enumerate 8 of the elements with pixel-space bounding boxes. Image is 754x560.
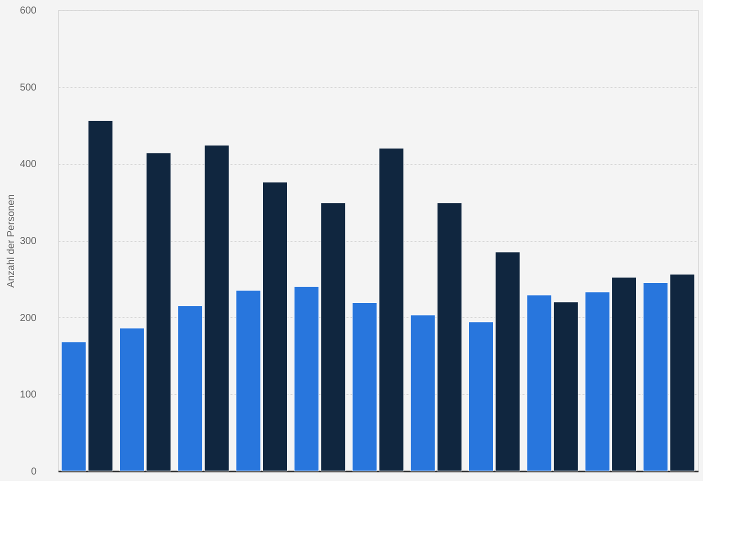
y-tick-label: 600 <box>20 6 37 16</box>
y-tick-label: 400 <box>20 159 37 170</box>
y-axis-title: Anzahl der Personen <box>6 194 17 288</box>
y-tick-label: 200 <box>20 312 37 324</box>
y-tick-label: 100 <box>20 390 37 401</box>
y-tick-label: 500 <box>20 82 37 94</box>
y-tick-label: 0 <box>30 466 37 478</box>
y-tick-label: 300 <box>20 236 37 247</box>
